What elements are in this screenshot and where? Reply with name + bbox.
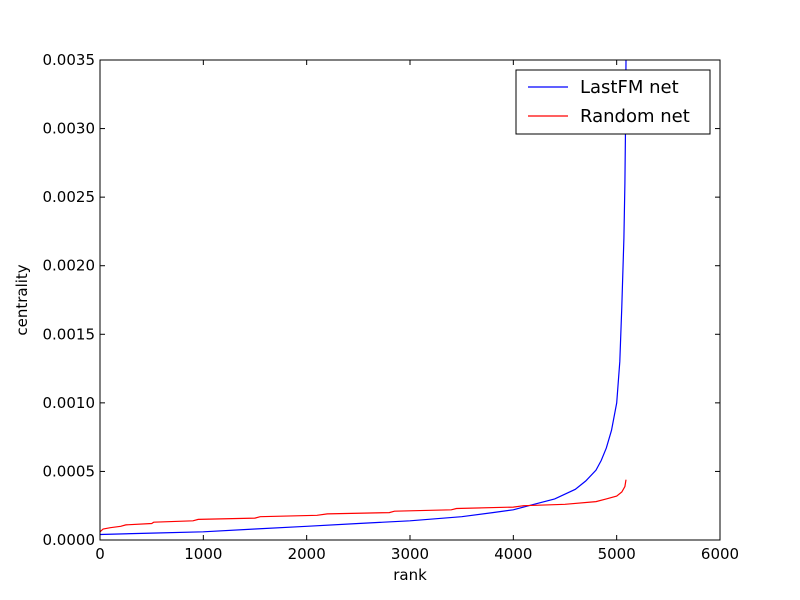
legend-label-lastfm: LastFM net — [580, 77, 679, 98]
y-tick-label: 0.0010 — [43, 394, 96, 412]
y-axis-label: centrality — [13, 264, 31, 335]
x-tick-label: 2000 — [288, 545, 326, 563]
legend-label-random: Random net — [580, 106, 690, 127]
legend: LastFM net Random net — [515, 69, 711, 135]
series-layer — [99, 59, 627, 536]
x-tick-label: 6000 — [701, 545, 739, 563]
x-axis-ticks: 0 1000 2000 3000 4000 5000 6000 — [95, 60, 739, 563]
x-tick-label: 0 — [95, 545, 105, 563]
y-tick-label: 0.0005 — [43, 462, 96, 480]
y-tick-label: 0.0030 — [43, 120, 96, 138]
y-tick-label: 0.0020 — [43, 257, 96, 275]
x-tick-label: 4000 — [494, 545, 532, 563]
y-tick-label: 0.0025 — [43, 188, 96, 206]
x-axis-label: rank — [393, 566, 427, 584]
x-tick-label: 3000 — [391, 545, 429, 563]
y-tick-label: 0.0000 — [43, 531, 96, 549]
series-line-random-net — [99, 479, 627, 533]
legend-box — [515, 69, 711, 135]
x-tick-label: 1000 — [184, 545, 222, 563]
y-tick-label: 0.0015 — [43, 325, 96, 343]
x-tick-label: 5000 — [598, 545, 636, 563]
y-tick-label: 0.0035 — [43, 51, 96, 69]
series-line-lastfm-net — [99, 59, 627, 536]
y-axis-ticks: 0.0000 0.0005 0.0010 0.0015 0.0020 0.0025 0.00… — [43, 51, 720, 549]
